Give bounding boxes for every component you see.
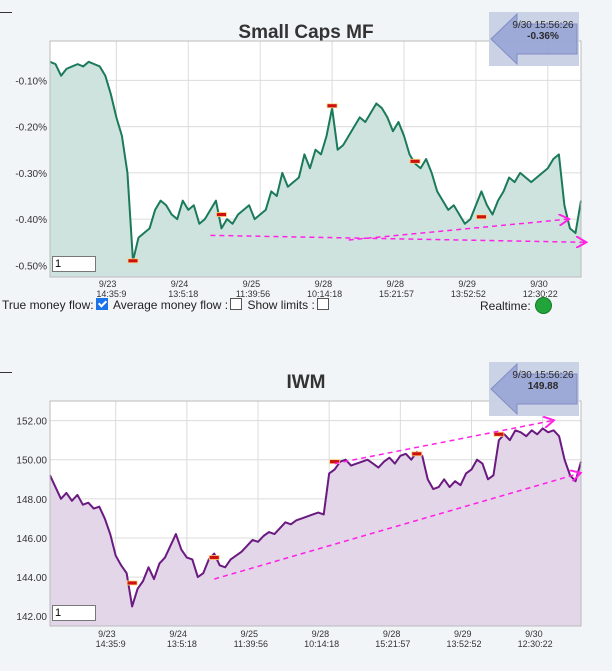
series-area xyxy=(50,428,581,626)
y-tick-label: -0.20% xyxy=(15,123,47,134)
iwm-tooltip: 9/30 15:56:26 149.88 xyxy=(489,362,579,416)
y-tick-label: 150.00 xyxy=(16,456,47,467)
signal-marker xyxy=(208,555,220,560)
signal-marker xyxy=(127,258,139,264)
y-tick-label: 152.00 xyxy=(16,417,47,428)
x-tick-time: 13:5:18 xyxy=(168,289,198,299)
money-flow-controls: True money flow: Average money flow : Sh… xyxy=(2,298,331,312)
series-line xyxy=(49,427,582,608)
signal-marker xyxy=(411,451,423,457)
signal-marker xyxy=(326,103,338,109)
y-tick-label: -0.50% xyxy=(15,261,47,272)
x-tick-time: 11:39:56 xyxy=(236,289,270,299)
signal-marker xyxy=(493,431,505,437)
realtime-indicator-icon xyxy=(534,297,552,314)
y-tick-label: -0.40% xyxy=(15,215,47,226)
tooltip-value: -0.36% xyxy=(527,31,559,42)
tooltip-left-arrow-icon xyxy=(490,362,578,416)
y-tick-label: -0.30% xyxy=(15,169,47,180)
average-money-flow-toggle[interactable]: Average money flow : xyxy=(113,298,244,312)
true-money-flow-toggle[interactable]: True money flow: xyxy=(2,298,110,312)
x-tick-date: 9/30 xyxy=(525,629,543,639)
x-tick-time: 14:35:9 xyxy=(96,639,126,649)
signal-marker xyxy=(329,459,341,465)
x-tick-time: 12:30:22 xyxy=(523,289,558,299)
signal-marker xyxy=(216,212,227,217)
panel-2-collapse-dash[interactable] xyxy=(0,372,12,373)
y-tick-label: 144.00 xyxy=(16,573,47,584)
show-limits-toggle[interactable]: Show limits : xyxy=(247,298,330,312)
x-tick-date: 9/24 xyxy=(169,629,187,639)
x-tick-date: 9/28 xyxy=(386,279,404,289)
x-tick-time: 13:52:52 xyxy=(446,639,481,649)
x-tick-time: 13:52:52 xyxy=(451,289,486,299)
y-tick-label: 142.00 xyxy=(16,612,47,623)
series-line xyxy=(49,60,582,262)
average-money-flow-label: Average money flow : xyxy=(112,298,229,312)
x-tick-date: 9/24 xyxy=(171,279,189,289)
y-tick-label: 146.00 xyxy=(16,534,47,545)
trend-line xyxy=(334,421,553,465)
true-money-flow-label: True money flow: xyxy=(2,298,94,312)
realtime-label: Realtime: xyxy=(480,298,531,313)
tooltip-value: 149.88 xyxy=(527,381,559,392)
signal-marker xyxy=(409,158,421,164)
x-tick-date: 9/29 xyxy=(454,629,472,639)
panel-1-collapse-dash[interactable] xyxy=(0,12,12,13)
x-tick-time: 15:21:57 xyxy=(379,289,414,299)
realtime-status: Realtime: xyxy=(480,297,552,314)
x-tick-time: 14:35:9 xyxy=(96,289,126,299)
x-tick-date: 9/23 xyxy=(99,279,117,289)
x-tick-time: 12:30:22 xyxy=(518,639,553,649)
x-tick-date: 9/28 xyxy=(383,629,401,639)
tooltip-datetime: 9/30 15:56:26 xyxy=(512,20,574,31)
small-caps-tooltip: 9/30 15:56:26 -0.36% xyxy=(489,12,579,66)
trend-line xyxy=(214,473,579,580)
chart-title-iwm: IWM xyxy=(286,372,326,393)
x-tick-time: 10:14:18 xyxy=(304,639,339,649)
x-tick-time: 10:14:18 xyxy=(307,289,342,299)
y-tick-label: -0.10% xyxy=(15,76,47,87)
show-limits-checkbox[interactable] xyxy=(316,298,329,310)
x-tick-date: 9/29 xyxy=(458,279,476,289)
x-tick-date: 9/28 xyxy=(312,629,330,639)
tooltip-datetime: 9/30 15:56:26 xyxy=(512,370,574,381)
trend-line xyxy=(348,219,568,241)
average-money-flow-checkbox[interactable] xyxy=(230,298,243,310)
plot-border xyxy=(49,40,582,278)
x-tick-date: 9/28 xyxy=(315,279,333,289)
signal-marker xyxy=(126,580,138,586)
x-tick-time: 11:39:56 xyxy=(234,639,268,649)
x-tick-time: 15:21:57 xyxy=(375,639,410,649)
small-caps-chart: -0.50% -0.40% -0.30% -0.20% -0.10% 9/2314:35:… xyxy=(15,40,612,299)
x-tick-date: 9/25 xyxy=(243,279,261,289)
true-money-flow-checkbox[interactable] xyxy=(95,298,108,310)
show-limits-label: Show limits : xyxy=(247,298,315,312)
x-tick-time: 13:5:18 xyxy=(167,639,197,649)
plot-border xyxy=(49,400,582,627)
signal-marker xyxy=(476,214,487,220)
chart-title-small-caps: Small Caps MF xyxy=(238,22,374,43)
x-tick-date: 9/25 xyxy=(240,629,258,639)
iwm-range-input[interactable] xyxy=(52,605,96,621)
x-tick-date: 9/23 xyxy=(98,629,116,639)
small-caps-range-input[interactable] xyxy=(52,256,96,272)
tooltip-left-arrow-icon xyxy=(490,12,578,66)
x-tick-date: 9/30 xyxy=(530,279,548,289)
y-tick-label: 148.00 xyxy=(16,495,47,506)
series-area xyxy=(50,61,581,277)
